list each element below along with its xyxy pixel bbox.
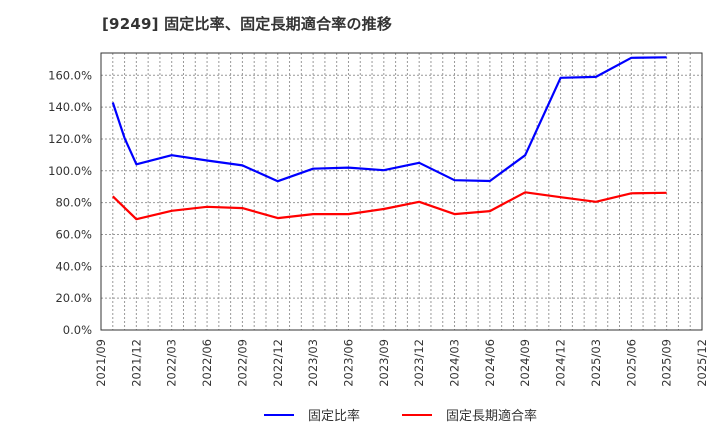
legend-item-fixed-long-term-ratio: 固定長期適合率	[402, 405, 537, 424]
legend: 固定比率 固定長期適合率	[264, 405, 579, 424]
x-tick-label: 2023/06	[341, 339, 355, 387]
legend-label: 固定長期適合率	[446, 409, 538, 424]
x-tick-label: 2023/12	[412, 339, 426, 387]
legend-swatch-red	[402, 413, 433, 416]
x-tick-label: 2021/09	[94, 339, 108, 387]
grid-lines	[101, 53, 702, 330]
y-tick-label: 60.0%	[55, 227, 92, 241]
series-lines	[111, 56, 667, 221]
x-tick-label: 2022/03	[165, 339, 179, 387]
series-line-fixed-ratio	[111, 56, 667, 183]
x-tick-label: 2025/12	[695, 339, 709, 387]
y-axis-ticks: 0.0% 20.0% 40.0% 60.0% 80.0% 100.0% 120.0% 140.…	[48, 68, 92, 337]
y-tick-label: 120.0%	[48, 132, 92, 146]
x-tick-label: 2025/03	[589, 339, 603, 387]
x-tick-label: 2024/03	[448, 339, 462, 387]
y-tick-label: 160.0%	[48, 68, 92, 82]
legend-label: 固定比率	[308, 409, 361, 424]
legend-item-fixed-ratio: 固定比率	[264, 405, 360, 424]
y-tick-label: 140.0%	[48, 100, 92, 114]
y-tick-label: 20.0%	[55, 291, 92, 305]
x-tick-label: 2025/06	[624, 339, 638, 387]
y-tick-label: 100.0%	[48, 164, 92, 178]
x-tick-label: 2022/12	[271, 339, 285, 387]
x-tick-label: 2023/03	[306, 339, 320, 387]
x-axis-ticks: 2021/09 2021/12 2022/03 2022/06 2022/09 2022/…	[94, 339, 709, 387]
chart-title: [9249] 固定比率、固定長期適合率の推移	[102, 15, 393, 33]
x-tick-label: 2022/09	[235, 339, 249, 387]
legend-swatch-blue	[264, 413, 294, 416]
series-line-fixed-long-term-ratio	[112, 191, 667, 221]
plot-frame	[100, 52, 703, 331]
y-tick-label: 80.0%	[55, 196, 92, 210]
x-tick-label: 2022/06	[200, 339, 214, 387]
x-tick-label: 2024/09	[518, 339, 532, 387]
x-tick-label: 2025/09	[660, 339, 674, 387]
y-tick-label: 40.0%	[55, 259, 92, 273]
x-tick-label: 2023/09	[377, 339, 391, 387]
x-tick-label: 2021/12	[129, 339, 143, 387]
y-tick-label: 0.0%	[63, 323, 92, 337]
x-tick-label: 2024/06	[483, 339, 497, 387]
x-tick-label: 2024/12	[554, 339, 568, 387]
